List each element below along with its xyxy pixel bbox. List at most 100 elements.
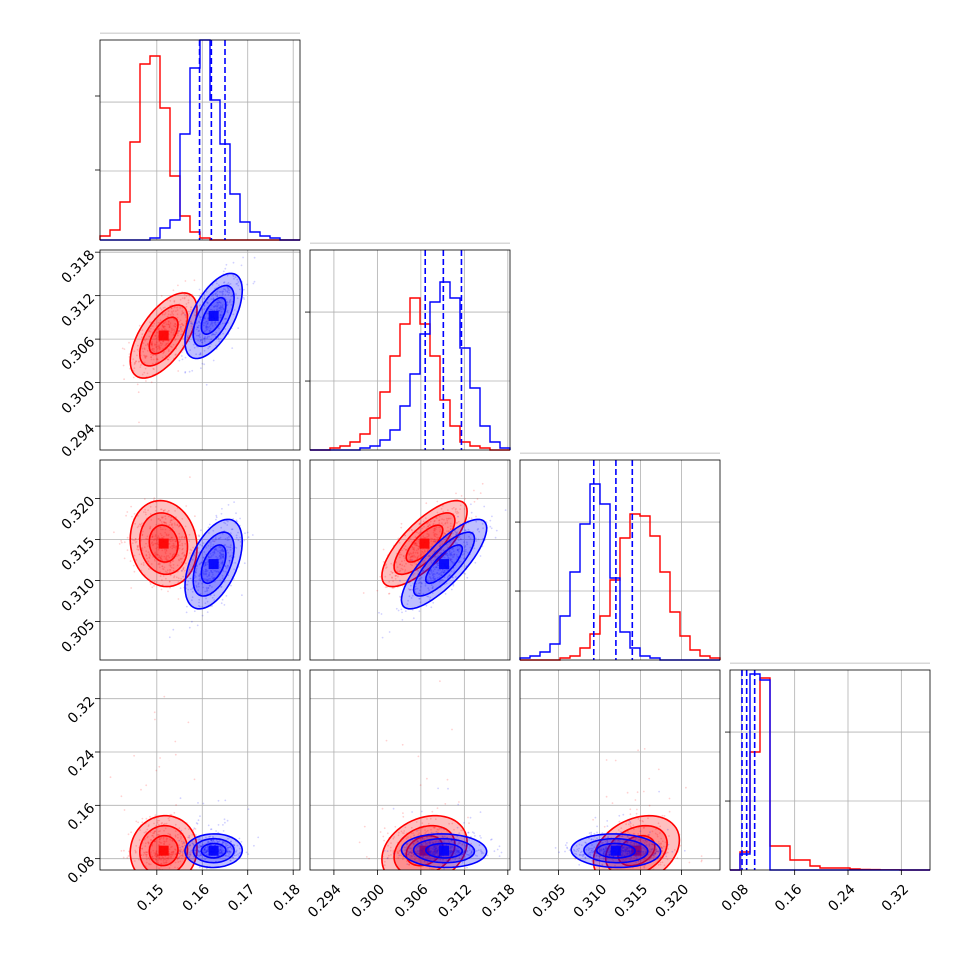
scatter-point [133,554,136,557]
scatter-point [180,333,183,336]
scatter-point [226,539,229,541]
scatter-point [438,580,441,583]
scatter-point [214,321,217,323]
scatter-point [409,552,412,555]
scatter-point [162,509,165,512]
scatter-point [167,340,170,342]
scatter-point [172,569,175,572]
scatter-point [448,530,451,533]
scatter-point [220,849,223,852]
scatter-point [437,555,440,557]
scatter-point [407,850,410,853]
scatter-point [189,552,191,555]
scatter-point [454,508,457,511]
scatter-point [229,852,231,854]
scatter-point [688,861,691,864]
scatter-point [180,829,183,832]
scatter-point [224,842,227,844]
scatter-point [198,320,200,323]
scatter-point [656,850,659,853]
scatter-point [178,827,181,830]
scatter-point [412,574,415,576]
scatter-point [438,515,441,518]
scatter-point [170,345,173,348]
scatter-point [161,579,163,581]
scatter-point [198,353,201,356]
scatter-point [657,850,660,853]
scatter-point [231,528,234,531]
scatter-point [170,516,172,519]
scatter-point [220,310,223,313]
scatter-point [188,845,191,848]
scatter-point [226,850,229,853]
scatter-point [167,555,170,557]
scatter-point [414,551,417,554]
scatter-point [486,854,489,857]
scatter-point [200,529,202,532]
scatter-point [655,848,657,851]
scatter-point [200,339,202,341]
scatter-point [218,309,221,312]
scatter-point [205,570,207,572]
scatter-point [603,858,605,861]
scatter-point [167,832,170,835]
scatter-point [222,332,225,335]
scatter-point [154,853,157,855]
scatter-point [611,802,614,804]
scatter-point [222,555,224,558]
scatter-point [430,546,433,548]
scatter-point [133,513,136,515]
scatter-point [409,563,412,566]
scatter-point [175,547,178,550]
scatter-point [187,299,190,302]
scatter-point [204,851,207,854]
scatter-point [187,588,190,591]
scatter-point [437,850,439,853]
scatter-point [212,553,215,556]
scatter-point [436,577,439,579]
scatter-point [632,876,634,878]
scatter-point [578,853,581,856]
scatter-point [155,358,158,361]
scatter-point [209,330,211,332]
scatter-point [209,345,211,348]
scatter-point [178,544,181,547]
scatter-point [149,327,152,330]
scatter-point [428,856,431,858]
scatter-point [195,822,198,824]
scatter-point [158,344,161,347]
scatter-point [426,536,428,538]
scatter-point [419,531,421,534]
scatter-point [179,323,181,326]
scatter-point [189,310,192,313]
scatter-point [195,849,198,852]
scatter-point [394,575,397,577]
scatter-point [175,545,178,548]
scatter-point [642,840,645,842]
scatter-point [191,599,193,602]
scatter-point [227,574,230,577]
scatter-point [601,842,604,845]
scatter-point [387,854,390,857]
scatter-point [638,838,641,841]
scatter-point [191,369,194,372]
scatter-point [461,553,464,556]
scatter-point [173,544,176,547]
scatter-point [455,507,457,510]
scatter-point [155,337,158,340]
scatter-point [222,841,225,844]
scatter-point [480,849,482,851]
scatter-point [164,858,167,861]
scatter-point [172,560,175,562]
scatter-point [490,838,492,841]
scatter-point [157,537,159,539]
scatter-point [153,497,156,500]
scatter-point [184,569,186,572]
scatter-point [437,562,440,565]
scatter-point [161,313,164,316]
scatter-point [170,327,173,330]
scatter-point [129,560,132,562]
scatter-point [410,832,413,834]
scatter-point [429,850,432,853]
scatter-point [155,547,158,550]
